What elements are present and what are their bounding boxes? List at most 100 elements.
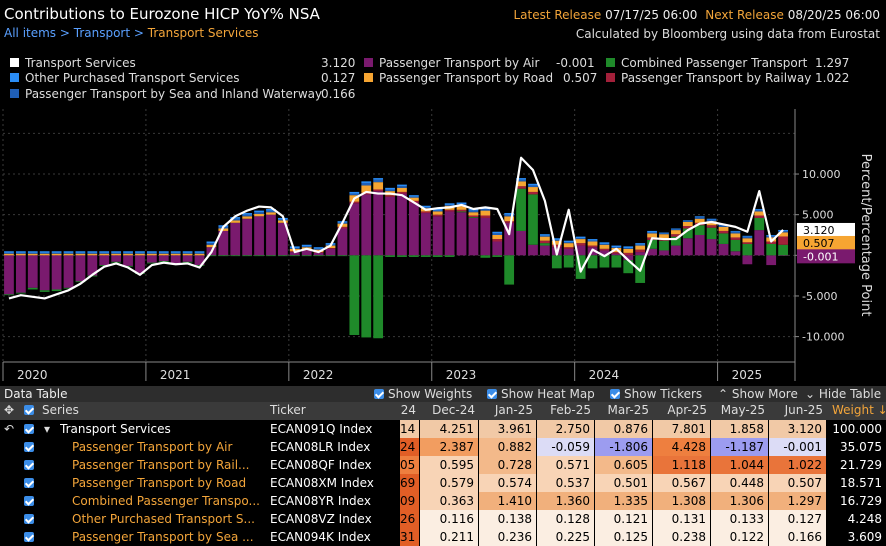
bar-segment-passenger-transport-by-road bbox=[182, 253, 193, 256]
bar-segment-passenger-transport-by-sea-and-inland-waterway bbox=[706, 219, 717, 222]
row-checkbox[interactable] bbox=[24, 510, 38, 528]
ticker: ECAN08QF Index bbox=[270, 458, 372, 472]
select-all-checkbox[interactable] bbox=[24, 403, 38, 417]
column-header-dec-24[interactable]: Dec-24 bbox=[432, 403, 475, 417]
bar-segment-passenger-transport-by-sea-and-inland-waterway bbox=[301, 246, 312, 248]
bar-segment-passenger-transport-by-road bbox=[504, 216, 515, 222]
table-row[interactable]: ↶ ▾ Transport Services ECAN091Q Index 14 4.25… bbox=[0, 420, 886, 438]
bar-segment-passenger-transport-by-road bbox=[456, 205, 467, 210]
row-checkbox[interactable] bbox=[24, 420, 38, 438]
breadcrumb-all-items[interactable]: All items bbox=[4, 26, 57, 40]
bar-segment-passenger-transport-by-road bbox=[361, 185, 372, 193]
value-cell: 05 bbox=[400, 456, 419, 474]
row-checkbox[interactable] bbox=[24, 492, 38, 510]
bar-segment-passenger-transport-by-railway bbox=[528, 191, 538, 195]
bar-segment-passenger-transport-by-road bbox=[277, 220, 288, 223]
bar-segment-passenger-transport-by-railway bbox=[706, 225, 717, 228]
show-weights-toggle[interactable]: Show Weights bbox=[374, 387, 472, 401]
bar-segment-passenger-transport-by-air bbox=[337, 228, 348, 256]
bar-segment-other-purchased-transport-services bbox=[301, 244, 312, 247]
bar-segment-combined-passenger-transport bbox=[194, 265, 205, 266]
column-header-ticker[interactable]: Ticker bbox=[270, 403, 306, 417]
value-cell: 0.501 bbox=[595, 474, 652, 492]
chart-line bbox=[8, 156, 784, 300]
column-header-mar-25[interactable]: Mar-25 bbox=[607, 403, 649, 417]
bar-segment-other-purchased-transport-services bbox=[27, 251, 38, 253]
bar-segment-passenger-transport-by-air bbox=[123, 255, 133, 266]
data-table-toolbar: Data Table Show Weights Show Heat Map Sh… bbox=[0, 386, 886, 402]
contributions-chart[interactable]: -10.000 -5.000 5.000 10.000 Percent/Percenta… bbox=[0, 103, 886, 386]
legend-label: Transport Services bbox=[25, 56, 136, 70]
legend-item-railway[interactable]: Passenger Transport by Railway 1.022 bbox=[606, 71, 876, 85]
column-header-weight[interactable]: Weight ↓ bbox=[832, 403, 886, 417]
bar-segment-other-purchased-transport-services bbox=[623, 246, 634, 249]
bar-segment-combined-passenger-transport bbox=[718, 233, 729, 244]
bar-segment-passenger-transport-by-sea-and-inland-waterway bbox=[254, 212, 264, 214]
bar-segment-passenger-transport-by-sea-and-inland-waterway bbox=[587, 240, 598, 242]
legend-item-combined[interactable]: Combined Passenger Transport 1.297 bbox=[606, 56, 876, 70]
bar-segment-combined-passenger-transport bbox=[671, 236, 681, 246]
breadcrumb-transport-services[interactable]: Transport Services bbox=[147, 26, 259, 40]
bar-segment-passenger-transport-by-railway bbox=[563, 247, 574, 249]
bar-segment-other-purchased-transport-services bbox=[647, 230, 657, 233]
table-row[interactable]: Passenger Transport by Rail... ECAN08QF I… bbox=[0, 456, 886, 474]
table-row[interactable]: Combined Passenger Transpo... ECAN08YR In… bbox=[0, 492, 886, 510]
column-header-24[interactable]: 24 bbox=[400, 403, 416, 417]
show-weights-label: Show Weights bbox=[388, 387, 473, 401]
bar-segment-combined-passenger-transport bbox=[277, 255, 288, 257]
bar-segment-passenger-transport-by-sea-and-inland-waterway bbox=[63, 252, 74, 254]
move-icon[interactable]: ✥ bbox=[4, 403, 15, 417]
breadcrumb-transport[interactable]: Transport bbox=[73, 26, 131, 40]
bar-segment-passenger-transport-by-air bbox=[63, 255, 74, 288]
column-header-feb-25[interactable]: Feb-25 bbox=[550, 403, 591, 417]
column-header-jan-25[interactable]: Jan-25 bbox=[494, 403, 533, 417]
bar-segment-combined-passenger-transport bbox=[146, 262, 157, 264]
chart-axis: -10.000 -5.000 5.000 10.000 Percent/Percenta… bbox=[2, 109, 873, 382]
value-cell: 0.537 bbox=[537, 474, 594, 492]
bar-segment-passenger-transport-by-air bbox=[15, 255, 26, 293]
column-header-apr-25[interactable]: Apr-25 bbox=[667, 403, 707, 417]
bar-segment-passenger-transport-by-air bbox=[325, 248, 336, 256]
bar-segment-combined-passenger-transport bbox=[123, 265, 133, 267]
bar-segment-passenger-transport-by-railway bbox=[361, 192, 372, 195]
bar-segment-combined-passenger-transport bbox=[480, 255, 491, 258]
bar-segment-passenger-transport-by-air bbox=[277, 222, 288, 256]
row-checkbox[interactable] bbox=[24, 528, 38, 546]
bar-segment-combined-passenger-transport bbox=[456, 211, 467, 213]
row-checkbox[interactable] bbox=[24, 474, 38, 492]
bar-segment-passenger-transport-by-air bbox=[409, 202, 419, 256]
legend-item-road[interactable]: Passenger Transport by Road 0.507 bbox=[364, 71, 604, 85]
collapse-triangle-icon[interactable]: ▾ bbox=[44, 422, 51, 436]
table-row[interactable]: Passenger Transport by Road ECAN08XM Inde… bbox=[0, 474, 886, 492]
bar-segment-passenger-transport-by-road bbox=[15, 253, 26, 256]
y-tick-label: -10.000 bbox=[802, 331, 844, 344]
show-heat-map-toggle[interactable]: Show Heat Map bbox=[487, 387, 595, 401]
bar-segment-passenger-transport-by-air bbox=[492, 241, 503, 256]
bar-segment-combined-passenger-transport bbox=[492, 255, 503, 257]
column-header-may-25[interactable]: May-25 bbox=[720, 403, 765, 417]
data-table-title: Data Table bbox=[4, 387, 68, 401]
hide-table-button[interactable]: ⌄ Hide Table bbox=[805, 387, 881, 401]
row-checkbox[interactable] bbox=[24, 438, 38, 456]
bar-segment-passenger-transport-by-air bbox=[170, 255, 181, 264]
column-header-series[interactable]: Series bbox=[42, 403, 79, 417]
value-cell: -1.187 bbox=[711, 438, 768, 456]
y-tick-label: 5.000 bbox=[802, 209, 834, 222]
legend-value: 1.297 bbox=[815, 56, 850, 70]
bar-segment-other-purchased-transport-services bbox=[361, 181, 372, 183]
bar-segment-passenger-transport-by-road bbox=[4, 253, 14, 256]
show-more-button[interactable]: ⌃ Show More bbox=[718, 387, 798, 401]
table-row[interactable]: Passenger Transport by Air ECAN08LR Index… bbox=[0, 438, 886, 456]
bar-segment-passenger-transport-by-air bbox=[266, 214, 276, 256]
bar-segment-passenger-transport-by-sea-and-inland-waterway bbox=[623, 248, 634, 249]
column-header-jun-25[interactable]: Jun-25 bbox=[784, 403, 823, 417]
legend-item-transport-services[interactable]: Transport Services 3.120 bbox=[10, 56, 360, 70]
legend-item-air[interactable]: Passenger Transport by Air -0.001 bbox=[364, 56, 604, 70]
table-row[interactable]: Other Purchased Transport S... ECAN08VZ I… bbox=[0, 510, 886, 528]
legend-item-other-purchased[interactable]: Other Purchased Transport Services 0.127 bbox=[10, 71, 360, 85]
table-row[interactable]: Passenger Transport by Sea ... ECAN094K I… bbox=[0, 528, 886, 546]
show-tickers-toggle[interactable]: Show Tickers bbox=[610, 387, 702, 401]
reset-icon[interactable]: ↶ bbox=[4, 422, 15, 436]
row-checkbox[interactable] bbox=[24, 456, 38, 474]
legend-item-sea-inland[interactable]: Passenger Transport by Sea and Inland Wa… bbox=[10, 87, 360, 101]
